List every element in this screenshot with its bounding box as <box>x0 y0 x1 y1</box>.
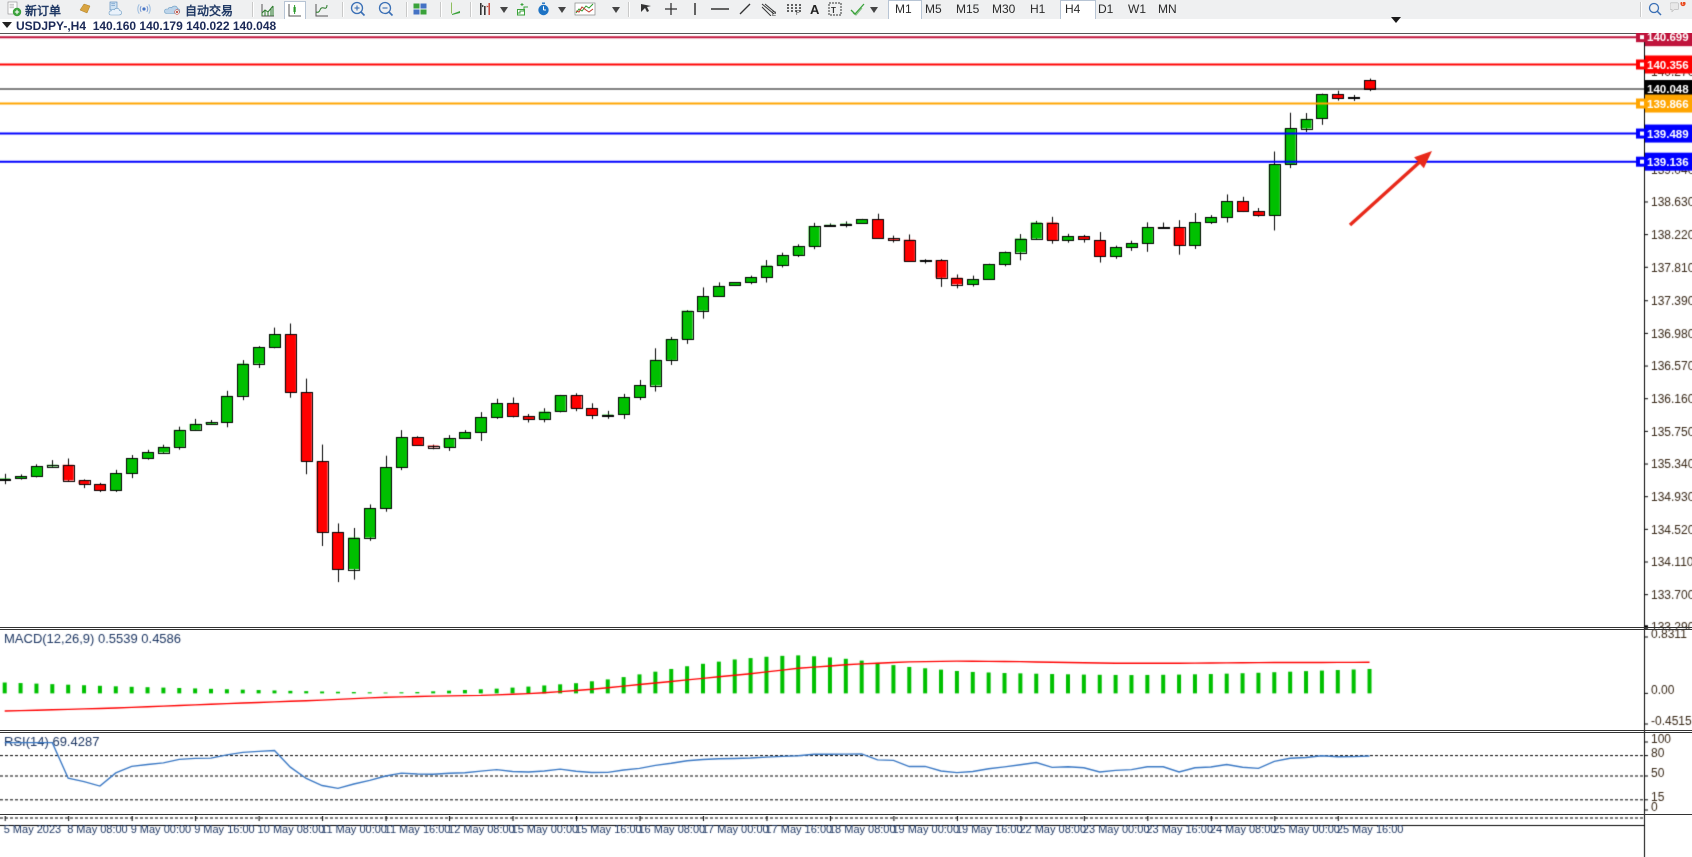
svg-text:1: 1 <box>1682 2 1684 6</box>
svg-text:T: T <box>831 6 836 15</box>
svg-text:F: F <box>796 11 800 15</box>
svg-text:E: E <box>772 12 776 16</box>
